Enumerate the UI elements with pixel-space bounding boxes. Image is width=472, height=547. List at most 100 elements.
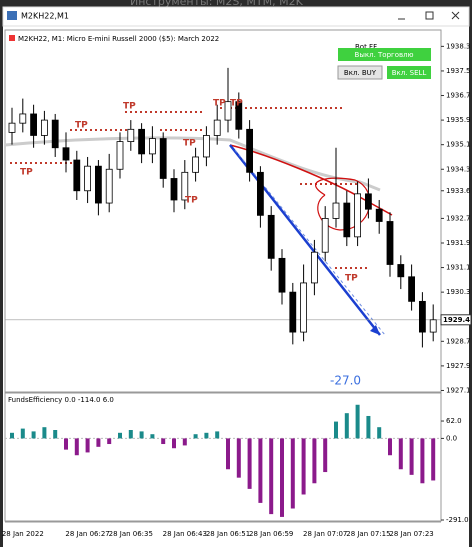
- x-tick-label: 28 Jan 07:15: [346, 530, 390, 538]
- bot-label: Bot FF: [355, 43, 377, 51]
- candle-body: [19, 113, 27, 124]
- indicator-bar: [193, 434, 198, 439]
- buy-label: Вкл. BUY: [344, 69, 377, 77]
- candle-body: [375, 208, 383, 222]
- indicator-bar: [64, 438, 68, 450]
- indicator-bar: [74, 438, 79, 456]
- y-tick-label: 1935.1: [446, 141, 471, 149]
- tp-label: TP: [213, 99, 226, 109]
- candle-body: [84, 165, 91, 192]
- x-tick-label: 28 Jan 07:07: [303, 530, 347, 538]
- indicator-bar: [366, 415, 371, 439]
- indicator-bar: [42, 427, 47, 439]
- indicator-bar: [280, 438, 284, 517]
- indicator-bar: [290, 438, 295, 509]
- indicator-pane: [4, 392, 442, 522]
- candle-body: [278, 257, 286, 293]
- indicator-bar: [258, 438, 263, 503]
- arrow-head: [370, 325, 380, 335]
- candle-body: [159, 138, 167, 179]
- last-price-label: 1929.4: [443, 316, 470, 324]
- close-button[interactable]: [451, 11, 460, 20]
- disable-trading-label: Выкл. Торговлю: [355, 51, 414, 59]
- candle-body: [51, 119, 59, 149]
- chart-header: M2KH22, M1: Micro E-mini Russell 2000 ($…: [18, 35, 219, 43]
- indicator-bar: [85, 438, 90, 453]
- indicator-bar: [215, 431, 220, 439]
- candle-body: [332, 202, 340, 219]
- y-tick-label: 1936.7: [446, 92, 471, 100]
- x-tick-label: 28 Jan 07:23: [389, 530, 433, 538]
- candle-body: [321, 218, 329, 253]
- candle-body: [267, 214, 275, 259]
- buy-button[interactable]: [337, 65, 383, 80]
- y-tick-label: 1934.3: [446, 165, 471, 173]
- window-icon: [7, 11, 17, 20]
- x-tick-label: 28 Jan 06:51: [206, 530, 250, 538]
- candle-body: [73, 159, 81, 192]
- arrow-line: [229, 144, 381, 336]
- indicator-title: FundsEfficiency 0.0 -114.0 6.0: [8, 396, 114, 404]
- candle-body: [213, 119, 221, 136]
- y-tick-label: 1930.3: [446, 288, 471, 296]
- window-caption: Инструменты: M2S, MTM, M2K: [130, 0, 304, 8]
- y-tick-label: 1938.3: [446, 42, 471, 50]
- sell-button[interactable]: [387, 66, 431, 79]
- tp-label: TP: [123, 102, 136, 112]
- candle-body: [310, 251, 318, 284]
- candle-body: [8, 122, 16, 133]
- indicator-bar: [269, 438, 274, 515]
- indicator-bar: [420, 438, 425, 484]
- tp-label: TP: [185, 196, 198, 206]
- candle-body: [30, 113, 38, 136]
- indicator-bar: [161, 438, 166, 445]
- indicator-bar: [344, 413, 349, 439]
- candle-body: [95, 165, 102, 204]
- sell-label: Вкл. SELL: [392, 69, 427, 77]
- indicator-bar: [182, 438, 187, 446]
- candle-body: [181, 171, 189, 201]
- indicator-bar: [388, 438, 392, 456]
- indicator-bar: [409, 438, 414, 475]
- candle-body: [116, 141, 124, 170]
- y-tick-label: 1931.9: [446, 239, 471, 247]
- y-tick-label: 1935.9: [446, 116, 471, 124]
- x-tick-label: 28 Jan 06:59: [249, 530, 293, 538]
- indicator-bar: [118, 432, 122, 439]
- y-tick-label: 1931.1: [446, 264, 471, 272]
- indicator-bar: [20, 428, 25, 439]
- candle-body: [138, 128, 146, 155]
- indicator-tick-label: -291.0: [446, 516, 469, 524]
- candle-body: [62, 147, 70, 161]
- distance-annotation: -27.0: [330, 374, 361, 388]
- y-tick-label: 1933.6: [446, 187, 471, 195]
- candle-body: [289, 291, 297, 333]
- title-bar: [2, 6, 470, 27]
- y-tick-label: 1932.7: [446, 214, 471, 222]
- y-tick-label: 1937.5: [446, 67, 471, 75]
- candle-body: [105, 168, 113, 204]
- indicator-bar: [377, 427, 382, 439]
- indicator-tick-label: 62.0: [446, 417, 462, 425]
- indicator-bar: [355, 404, 360, 439]
- tp-label: TP: [345, 274, 358, 284]
- candle-body: [170, 178, 178, 201]
- indicator-bar: [334, 421, 338, 439]
- candle-body: [202, 135, 210, 158]
- tp-label: TP: [230, 99, 243, 109]
- maximize-button[interactable]: [425, 11, 434, 20]
- candle-body: [235, 101, 243, 130]
- y-tick-label: 1927.9: [446, 362, 471, 370]
- candle-body: [364, 193, 372, 210]
- x-tick-label: 28 Jan 2022: [2, 530, 44, 538]
- indicator-bar: [107, 438, 112, 445]
- dashed-line: [234, 149, 386, 336]
- indicator-bar: [431, 438, 436, 481]
- candle-body: [127, 128, 135, 143]
- candle-body: [354, 193, 362, 238]
- x-tick-label: 28 Jan 06:27: [65, 530, 109, 538]
- window-title: M2KH22,M1: [21, 12, 69, 21]
- disable-trading-button[interactable]: [338, 48, 431, 61]
- candle-body: [148, 138, 156, 155]
